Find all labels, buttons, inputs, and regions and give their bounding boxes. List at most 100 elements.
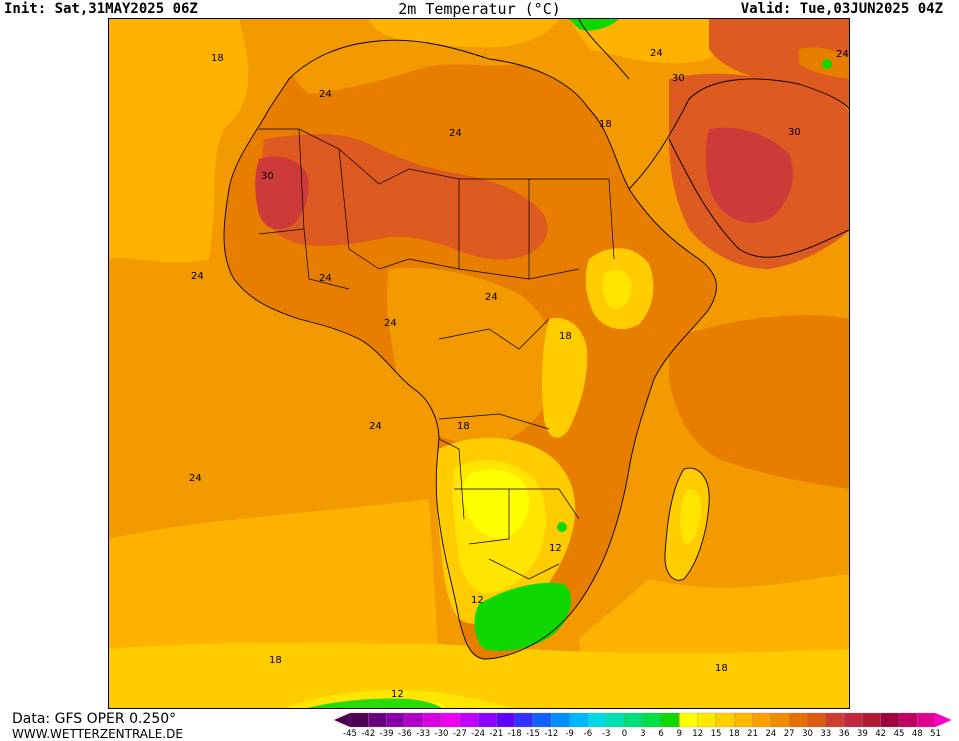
contour-label: 18 <box>457 421 470 432</box>
legend-swatch <box>862 712 881 728</box>
legend-tick-label: 39 <box>856 729 868 739</box>
land-west-sahara-hottest <box>255 156 309 230</box>
band-21-24-south <box>109 499 439 669</box>
contour-label: 12 <box>391 689 404 700</box>
legend-swatch <box>349 712 369 728</box>
drakensberg-green <box>474 582 572 651</box>
legend-swatch <box>789 712 808 728</box>
legend-swatch <box>459 712 479 728</box>
legend-tick-label: -15 <box>526 729 540 739</box>
contour-label: 12 <box>549 543 562 554</box>
legend-tick-label: -3 <box>601 729 611 739</box>
legend-swatch <box>423 712 442 728</box>
legend-swatch <box>624 712 643 728</box>
contour-label: 24 <box>319 273 332 284</box>
contour-label: 24 <box>836 49 849 60</box>
legend-swatch <box>843 712 863 728</box>
med-cooler <box>369 19 559 48</box>
legend-swatch <box>642 712 662 728</box>
legend-tick-label: 27 <box>783 729 795 739</box>
land-sahara-hot <box>259 134 548 260</box>
contour-label: 30 <box>261 171 274 182</box>
legend-tick-label: 33 <box>820 729 832 739</box>
legend-tick-label: 42 <box>875 729 887 739</box>
contour-label: 24 <box>369 421 382 432</box>
legend-tick-label: 45 <box>893 729 905 739</box>
land-iran-cold-spot <box>822 59 832 69</box>
madagascar-cool <box>680 488 702 544</box>
legend-tick-label: 36 <box>838 729 850 739</box>
band-21-24-north <box>109 19 249 263</box>
indian-ocean-warm <box>669 315 849 489</box>
legend-tick-label: 6 <box>658 729 664 739</box>
temperature-map: 18 24 24 30 24 24 24 18 24 24 18 12 12 1… <box>108 18 850 709</box>
legend-tick-label: -39 <box>379 729 394 739</box>
legend-tick-label: 21 <box>747 729 759 739</box>
legend-labels: -45 -42 -39 -36 -33 -30 -27 -24 -21 -18 -15 -12 -9 -6… <box>334 729 959 741</box>
legend-tick-label: 0 <box>621 729 628 739</box>
legend-swatch <box>715 712 735 728</box>
legend-tick-label: -27 <box>452 729 467 739</box>
contour-label: 24 <box>384 318 397 329</box>
legend-tick-label: -9 <box>565 729 574 739</box>
legend-swatch <box>532 712 552 728</box>
land-iran <box>709 19 849 109</box>
legend-swatch <box>917 712 936 728</box>
contour-label: 30 <box>672 73 685 84</box>
contour-label: 24 <box>189 473 202 484</box>
legend-swatch <box>770 712 790 728</box>
legend-swatch <box>734 712 753 728</box>
contour-label: 24 <box>485 292 498 303</box>
legend-swatch <box>825 712 845 728</box>
legend-tick-label: 51 <box>930 729 942 739</box>
legend-arrow-left <box>334 713 350 727</box>
legend-swatch <box>569 712 589 728</box>
contour-label: 18 <box>599 119 612 130</box>
contour-label: 24 <box>650 48 663 59</box>
legend-tick-label: -24 <box>471 729 486 739</box>
legend-swatch <box>477 712 497 728</box>
data-source: Data: GFS OPER 0.250° <box>12 711 177 727</box>
legend-swatch <box>368 712 387 728</box>
land-arabia-hottest <box>705 127 793 223</box>
legend-tick-label: -21 <box>489 729 504 739</box>
central-africa <box>386 267 556 445</box>
legend-tick-label: 9 <box>676 729 683 739</box>
legend-swatch <box>606 712 625 728</box>
map-title: 2m Temperatur (°C) <box>398 0 561 18</box>
legend-tick-label: 30 <box>802 729 813 739</box>
coastlines <box>223 19 849 660</box>
legend-tick-label: -42 <box>361 729 376 739</box>
legend-swatch <box>807 712 826 728</box>
legend-tick-label: 3 <box>640 729 646 739</box>
valid-time: Valid: Tue,03JUN2025 04Z <box>740 1 943 17</box>
legend-tick-label: -45 <box>343 729 357 739</box>
legend-tick-label: 15 <box>710 729 722 739</box>
legend-tick-label: 24 <box>765 729 777 739</box>
color-legend <box>334 712 952 728</box>
contour-label-group: 18 24 24 30 24 24 24 18 24 24 18 12 12 1… <box>189 48 849 700</box>
legend-tick-label: -36 <box>397 729 412 739</box>
contour-label: 18 <box>211 53 224 64</box>
contour-label: 24 <box>191 271 204 282</box>
legend-swatch <box>587 712 607 728</box>
legend-swatch <box>898 712 918 728</box>
init-time: Init: Sat,31MAY2025 06Z <box>4 1 198 17</box>
legend-swatch <box>551 712 570 728</box>
map-canvas: 18 24 24 30 24 24 24 18 24 24 18 12 12 1… <box>109 19 849 708</box>
country-borders <box>258 128 615 580</box>
website-credit: WWW.WETTERZENTRALE.DE <box>12 727 183 741</box>
legend-swatch <box>441 712 460 728</box>
legend-tick-label: -12 <box>544 729 559 739</box>
legend-tick-label: -18 <box>507 729 522 739</box>
contour-label: 18 <box>269 655 282 666</box>
legend-swatch <box>752 712 772 728</box>
kalahari-12-15 <box>462 469 530 538</box>
legend-swatch <box>496 712 515 728</box>
legend-swatch <box>880 712 900 728</box>
legend-tick-label: 12 <box>692 729 704 739</box>
band-21-24-ne <box>569 19 749 64</box>
legend-swatch <box>386 712 406 728</box>
legend-tick-label: 48 <box>911 729 923 739</box>
legend-swatch <box>404 712 424 728</box>
